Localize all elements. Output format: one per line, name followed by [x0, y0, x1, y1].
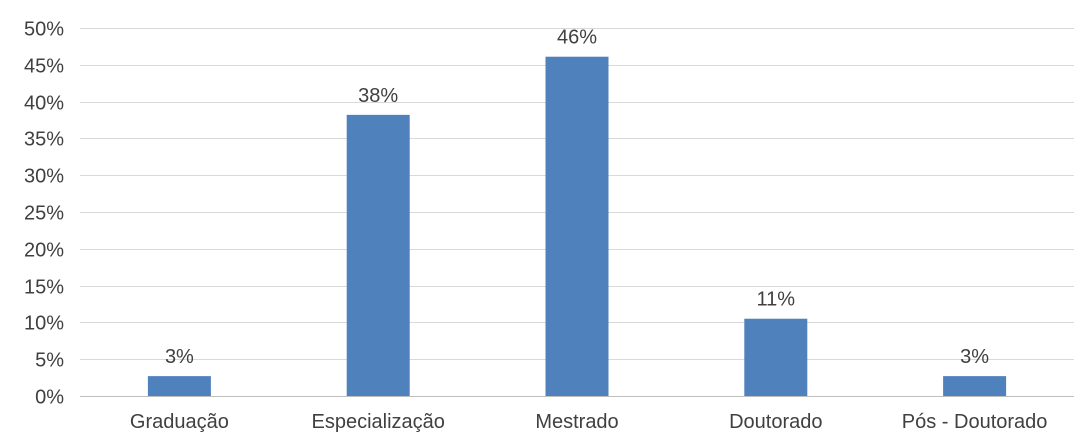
y-tick-label: 15%: [24, 277, 64, 299]
data-label: 38%: [358, 85, 398, 107]
x-axis-tick-labels: Graduação Especialização Mestrado Doutorado…: [130, 411, 1048, 433]
bar: [744, 318, 808, 396]
y-tick-label: 50%: [24, 19, 64, 41]
x-tick-label: Pós - Doutorado: [902, 411, 1048, 433]
bar: [943, 376, 1007, 396]
x-tick-label: Mestrado: [535, 411, 618, 433]
y-tick-label: 10%: [24, 313, 64, 335]
x-tick-label: Doutorado: [729, 411, 822, 433]
y-axis-tick-labels: 0% 5% 10% 15% 20% 25% 30% 35% 40% 45% 50%: [24, 19, 64, 409]
data-label: 11%: [757, 289, 796, 311]
bar: [545, 56, 609, 396]
x-tick-label: Especialização: [311, 411, 444, 433]
y-tick-label: 25%: [24, 203, 64, 225]
y-tick-label: 35%: [24, 129, 64, 151]
y-tick-label: 40%: [24, 93, 64, 115]
bar: [147, 376, 211, 396]
y-tick-label: 5%: [35, 350, 64, 372]
bars: [147, 56, 1007, 397]
y-tick-label: 30%: [24, 166, 64, 188]
data-label: 3%: [165, 346, 194, 368]
y-tick-label: 20%: [24, 240, 64, 262]
data-labels: 3% 38% 46% 11% 3%: [165, 27, 989, 368]
x-tick-label: Graduação: [130, 411, 229, 433]
y-tick-label: 0%: [35, 387, 64, 409]
data-label: 3%: [960, 346, 989, 368]
y-tick-label: 45%: [24, 56, 64, 78]
data-label: 46%: [557, 27, 597, 49]
bar: [346, 114, 410, 397]
